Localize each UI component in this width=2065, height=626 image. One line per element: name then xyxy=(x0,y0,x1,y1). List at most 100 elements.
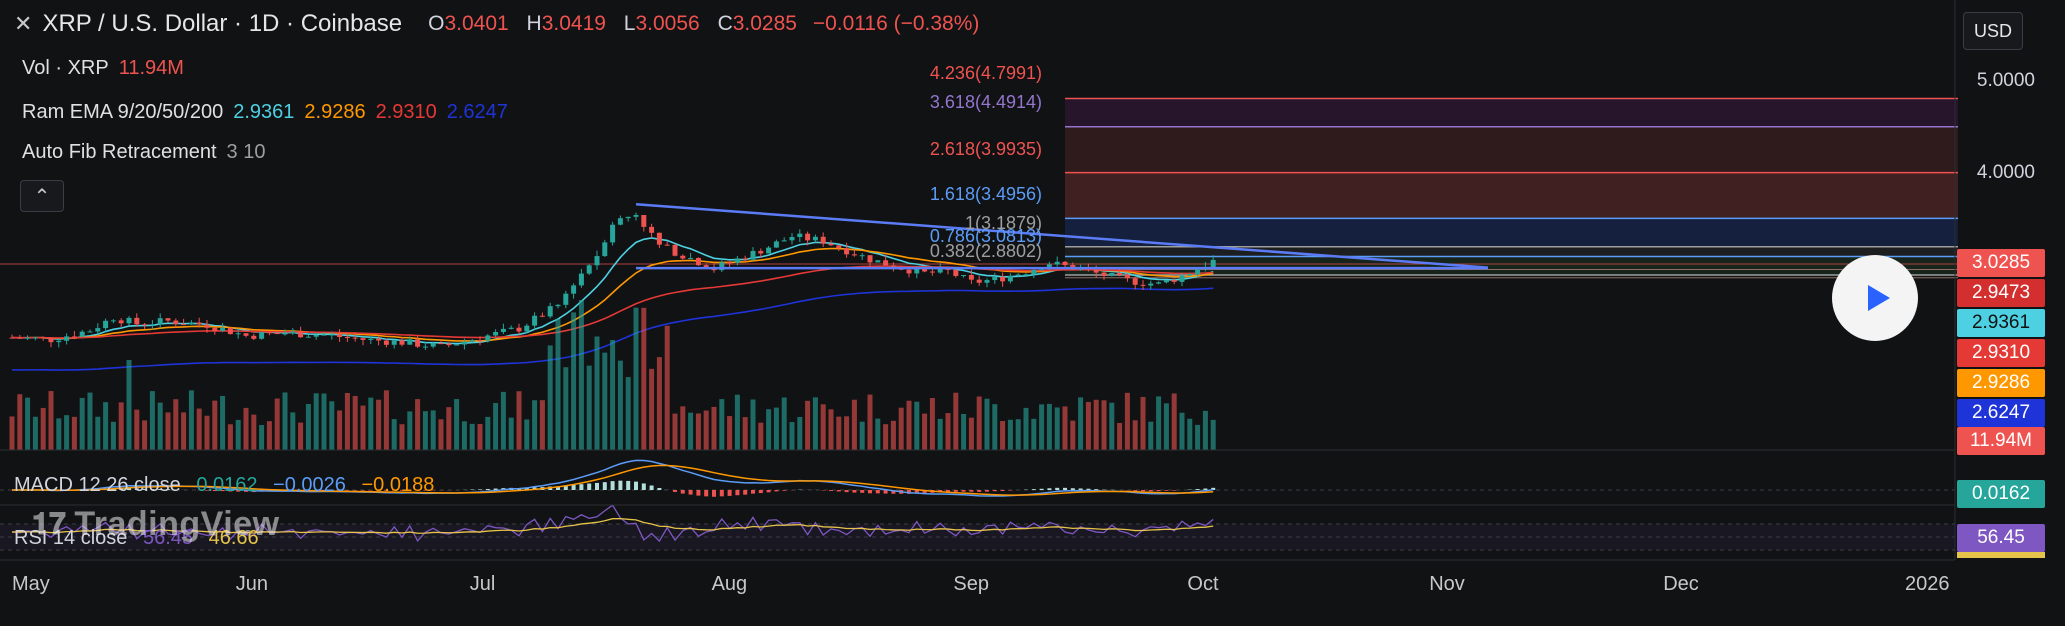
macd-hist-bar xyxy=(134,488,139,490)
volume-bar xyxy=(1109,402,1115,450)
volume-bar xyxy=(1187,418,1193,450)
volume-bar xyxy=(298,422,304,450)
candle-body xyxy=(173,320,179,325)
volume-bar xyxy=(376,399,382,450)
volume-bar xyxy=(1117,422,1123,450)
macd-legend[interactable]: MACD 12 26 close 0.0162 −0.0026 −0.0188 xyxy=(14,474,435,496)
candle-body xyxy=(25,337,31,339)
candle-body xyxy=(516,327,522,332)
candle-body xyxy=(9,337,15,339)
candle-body xyxy=(56,340,62,343)
volume-bar xyxy=(758,422,764,450)
candle-body xyxy=(103,320,109,329)
candle-body xyxy=(578,273,584,286)
fib-legend[interactable]: Auto Fib Retracement 3 10 xyxy=(22,141,266,163)
volume-bar xyxy=(1210,419,1216,450)
candle-body xyxy=(906,269,912,274)
month-label: Jun xyxy=(235,573,269,595)
volume-bar xyxy=(532,400,538,450)
volume-bar xyxy=(875,418,881,450)
candle-body xyxy=(1148,283,1154,286)
volume-bar xyxy=(220,395,226,450)
collapse-legend-button[interactable]: ⌃ xyxy=(20,180,64,212)
volume-bar xyxy=(500,391,506,450)
volume-bar xyxy=(992,404,998,450)
candle-body xyxy=(344,337,350,339)
candle-body xyxy=(859,255,865,257)
price-tag: 2.9473 xyxy=(1957,279,2045,307)
currency-button[interactable]: USD xyxy=(1963,12,2023,50)
macd-hist-bar xyxy=(1086,488,1091,490)
volume-bar xyxy=(446,407,452,450)
macd-hist-bar xyxy=(852,490,857,493)
volume-bar xyxy=(212,400,218,450)
volume-bar xyxy=(32,416,38,450)
macd-hist-bar xyxy=(1039,488,1044,490)
macd-hist-bar xyxy=(1055,487,1060,490)
close-icon[interactable]: ✕ xyxy=(14,11,33,36)
volume-bar xyxy=(103,402,109,450)
candle-body xyxy=(851,254,857,256)
volume-bar xyxy=(9,416,15,450)
volume-bar xyxy=(859,421,865,450)
macd-hist-bar xyxy=(1070,488,1075,490)
candle-body xyxy=(875,260,881,263)
triangle-trendlines xyxy=(635,202,1489,270)
candle-body xyxy=(1163,280,1169,283)
macd-hist-bar xyxy=(704,490,709,497)
candle-body xyxy=(805,233,811,241)
rsi-legend[interactable]: RSI 14 close 56.45 46.66 xyxy=(14,527,259,549)
macd-hist-bar xyxy=(400,490,404,491)
candle-body xyxy=(438,343,444,345)
volume-bar xyxy=(329,401,335,450)
volume-bar xyxy=(968,417,974,450)
macd-hist-bar xyxy=(914,490,919,494)
candle-body xyxy=(984,280,990,283)
candle-body xyxy=(1156,282,1162,284)
candle-body xyxy=(40,337,46,339)
macd-hist-bar xyxy=(922,490,927,494)
candle-body xyxy=(352,337,358,339)
candle-body xyxy=(976,279,982,283)
volume-bar xyxy=(914,401,920,450)
candle-body xyxy=(719,262,725,271)
macd-hist-bar xyxy=(415,490,420,491)
candle-body xyxy=(1007,275,1013,282)
candle-body xyxy=(617,218,623,225)
volume-bar xyxy=(797,416,803,450)
volume-bar xyxy=(149,391,155,450)
candle-body xyxy=(196,322,202,325)
volume-bar xyxy=(1124,392,1130,450)
macd-hist-bar xyxy=(244,490,248,492)
volume-bar xyxy=(703,410,709,450)
play-button[interactable] xyxy=(1832,255,1918,341)
candle-body xyxy=(1093,269,1099,273)
ema-legend[interactable]: Ram EMA 9/20/50/200 2.9361 2.9286 2.9310… xyxy=(22,101,508,123)
fib-label: 4.236(4.7991) xyxy=(929,63,1042,83)
volume-bar xyxy=(867,394,873,450)
volume-bar xyxy=(461,421,467,450)
fib-label: 3.618(4.4914) xyxy=(929,92,1042,112)
volume-bar xyxy=(1132,420,1138,450)
volume-bar xyxy=(118,402,124,450)
candle-body xyxy=(953,269,959,276)
candle-body xyxy=(812,236,818,241)
change-value: −0.0116 (−0.38%) xyxy=(812,12,980,35)
macd-hist-bar xyxy=(1148,490,1153,492)
vol-legend[interactable]: Vol · XRP 11.94M xyxy=(22,57,184,79)
volume-bar xyxy=(1093,399,1099,450)
candle-body xyxy=(695,258,701,266)
volume-bar xyxy=(1148,421,1154,450)
macd-hist-bar xyxy=(1133,490,1138,491)
volume-bar xyxy=(844,416,850,450)
candle-body xyxy=(430,343,436,347)
candle-body xyxy=(493,331,499,336)
macd-hist-bar xyxy=(602,482,607,490)
candle-body xyxy=(485,335,491,341)
volume-bar xyxy=(711,406,717,450)
volume-bar xyxy=(493,403,499,450)
candle-body xyxy=(656,232,662,245)
candle-body xyxy=(235,333,241,335)
symbol-title[interactable]: XRP / U.S. Dollar · 1D · Coinbase xyxy=(42,10,403,37)
